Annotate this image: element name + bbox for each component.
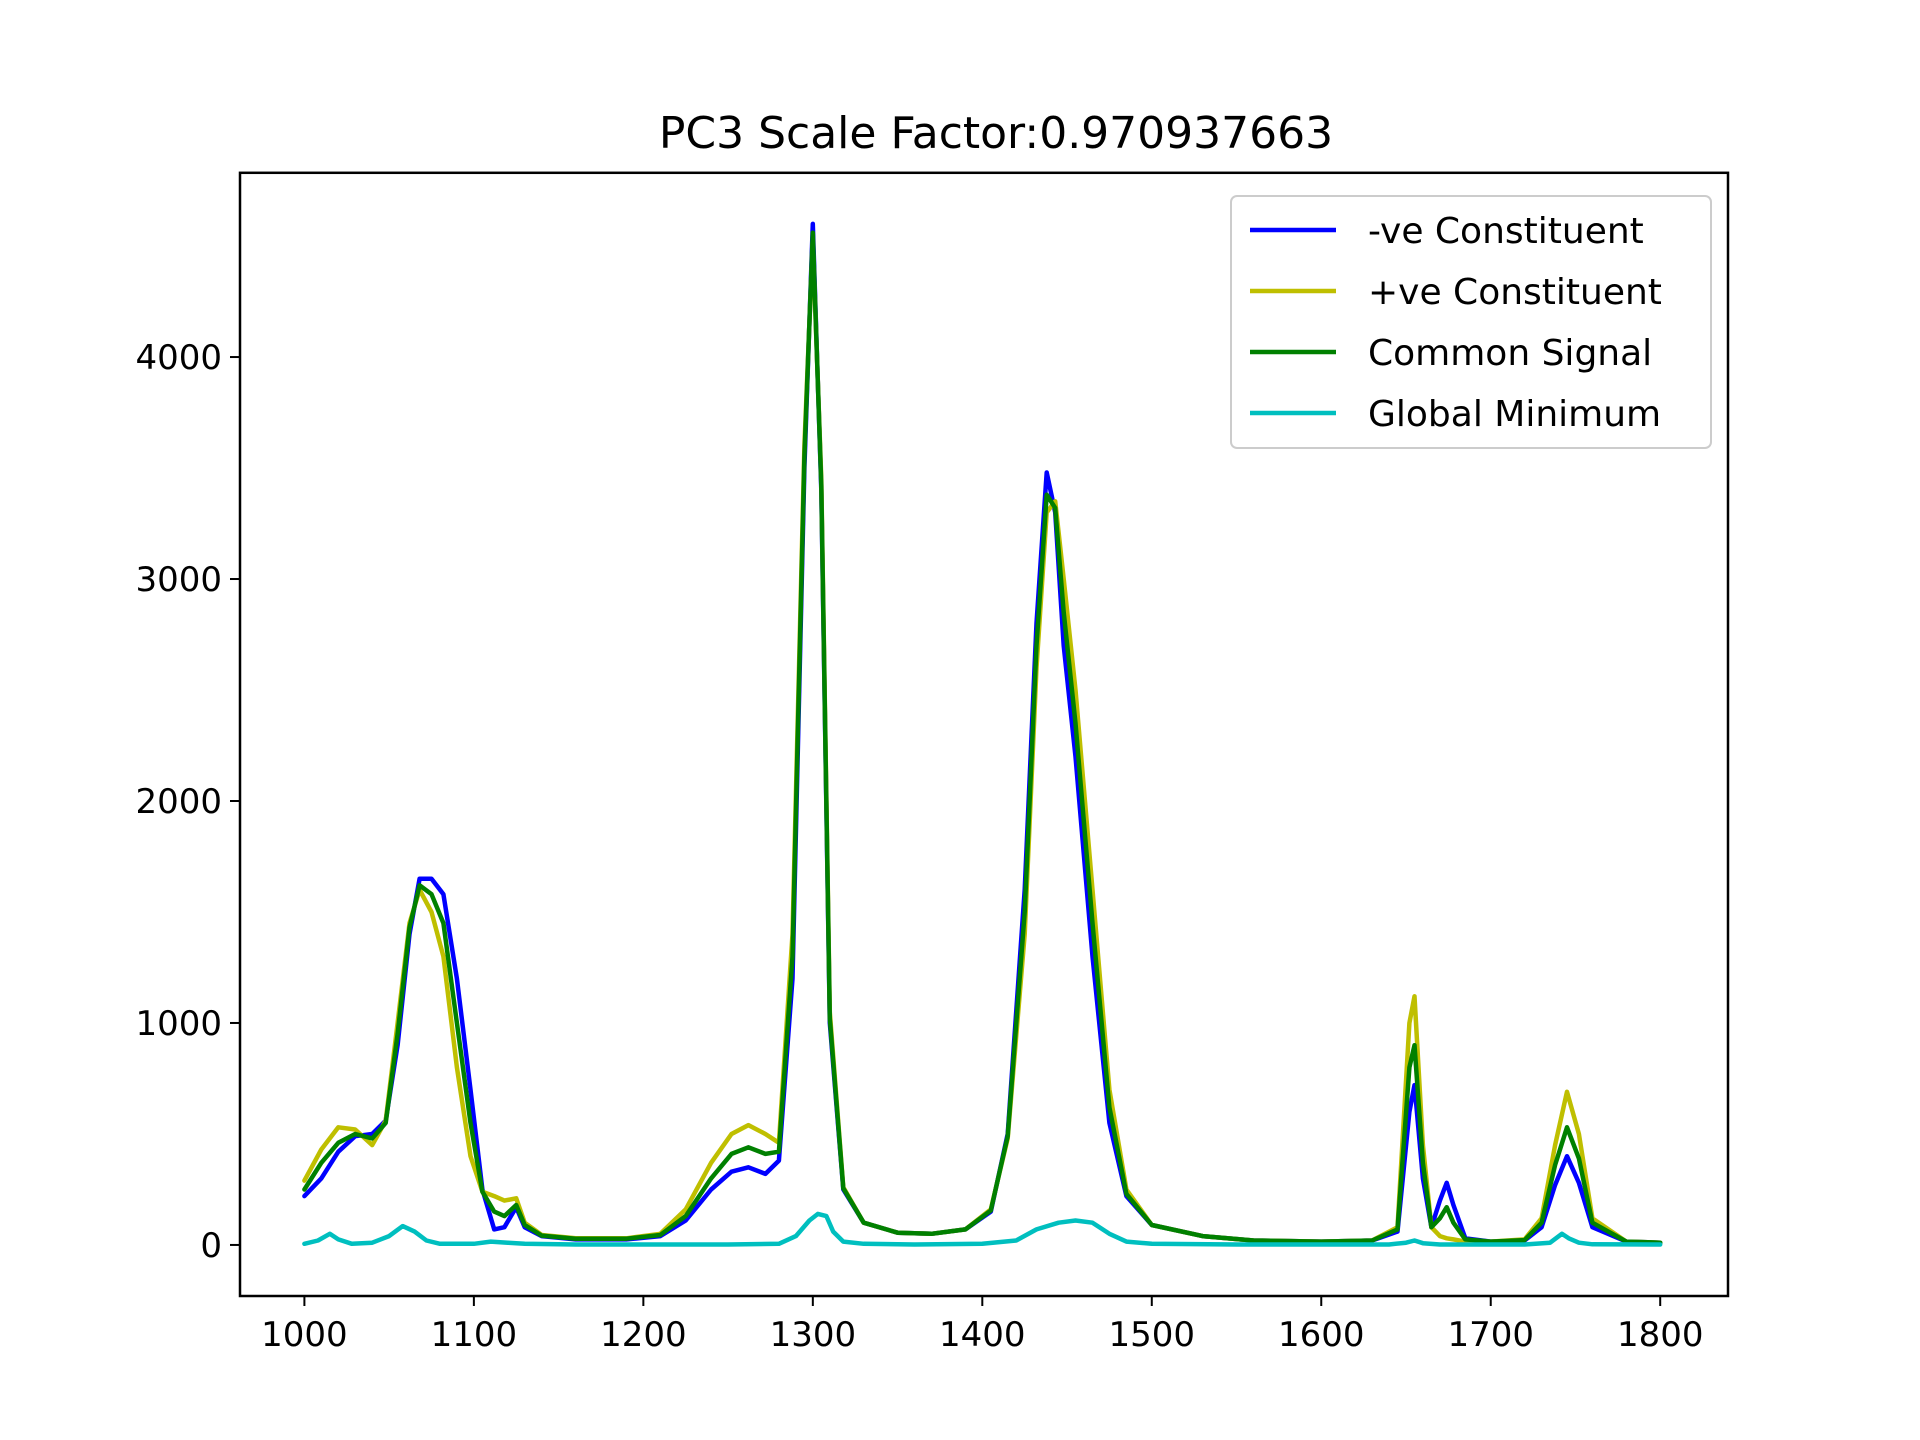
y-tick-label-0: 0 bbox=[200, 1226, 222, 1266]
x-tick-label-8: 1800 bbox=[1617, 1315, 1704, 1355]
y-tick-label-4: 4000 bbox=[135, 338, 222, 378]
x-tick-label-7: 1700 bbox=[1447, 1315, 1534, 1355]
legend-label-3: Global Minimum bbox=[1368, 394, 1661, 435]
legend-label-0: -ve Constituent bbox=[1368, 211, 1644, 252]
x-tick-label-4: 1400 bbox=[939, 1315, 1026, 1355]
x-tick-label-6: 1600 bbox=[1278, 1315, 1365, 1355]
series-layer bbox=[302, 221, 1663, 1247]
plot-frame bbox=[238, 171, 1730, 1298]
x-tick-label-5: 1500 bbox=[1109, 1315, 1196, 1355]
x-tick-label-1: 1100 bbox=[431, 1315, 518, 1355]
y-axis: 0 1000 2000 3000 4000 bbox=[135, 338, 240, 1266]
x-axis: 1000 1100 1200 1300 1400 1500 1600 1700 1800 bbox=[261, 1296, 1703, 1355]
x-tick-label-3: 1300 bbox=[770, 1315, 857, 1355]
legend-label-2: Common Signal bbox=[1368, 333, 1652, 374]
y-tick-label-2: 2000 bbox=[135, 782, 222, 822]
legend: -ve Constituent +ve Constituent Common Sig… bbox=[1230, 195, 1712, 449]
x-tick-label-2: 1200 bbox=[600, 1315, 687, 1355]
series-line-2 bbox=[302, 230, 1663, 1245]
y-tick-label-1: 1000 bbox=[135, 1004, 222, 1044]
series-line-3 bbox=[302, 1211, 1663, 1247]
legend-box bbox=[1230, 195, 1712, 449]
y-tick-label-3: 3000 bbox=[135, 560, 222, 600]
x-tick-label-0: 1000 bbox=[261, 1315, 348, 1355]
legend-label-1: +ve Constituent bbox=[1368, 272, 1662, 313]
chart-title: PC3 Scale Factor:0.970937663 bbox=[659, 108, 1333, 159]
